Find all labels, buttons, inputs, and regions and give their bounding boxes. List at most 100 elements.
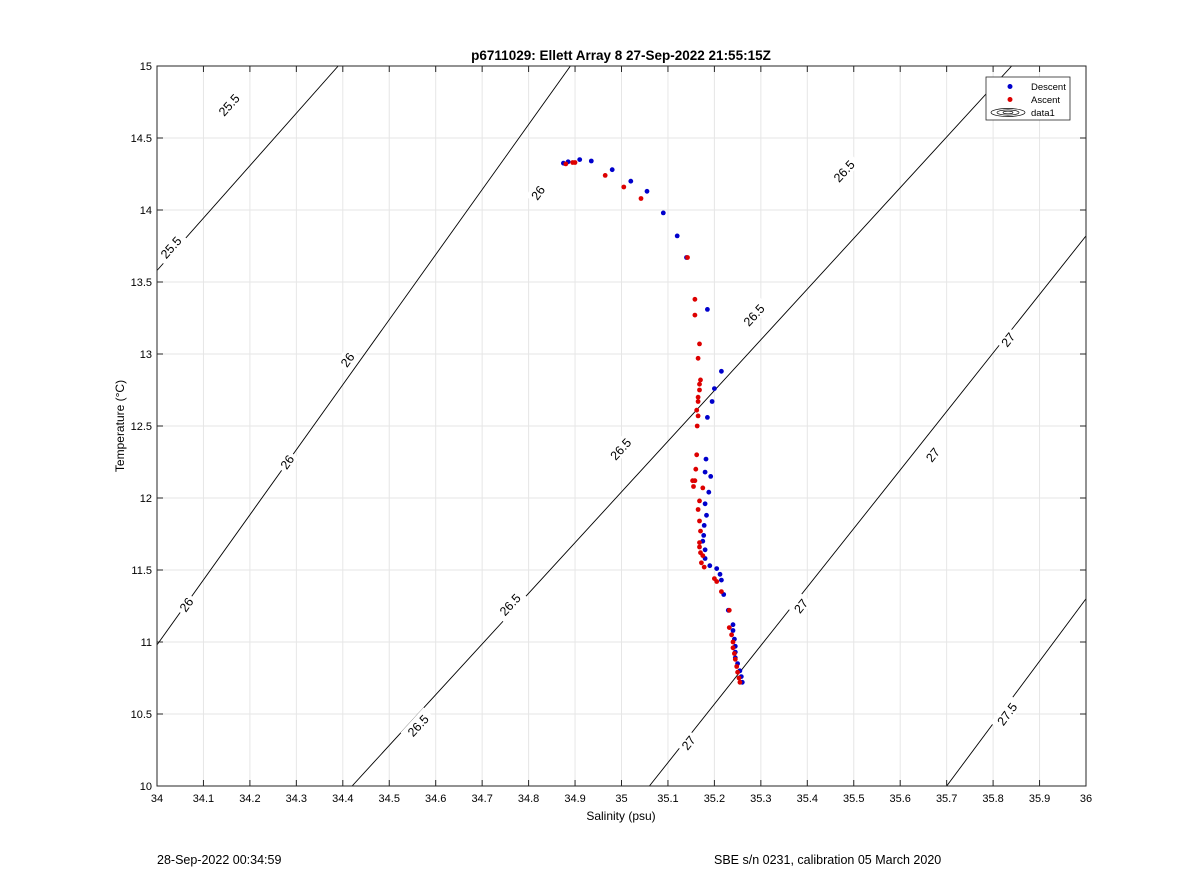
ascent-point [693, 466, 699, 472]
ascent-point [699, 560, 704, 566]
descent-point [702, 469, 708, 475]
contour-label-bg [153, 229, 188, 265]
descent-point [704, 512, 709, 518]
descent-point [714, 566, 720, 571]
contour-label-bg [920, 441, 945, 467]
legend-descent-label: Descent [1031, 82, 1066, 93]
ascent-point [735, 669, 740, 675]
descent-point [717, 571, 723, 577]
contour-line-27 [649, 235, 1086, 786]
contour-label-text: 27 [923, 445, 943, 465]
x-tick-label: 35 [615, 793, 627, 805]
ascent-point [695, 399, 701, 404]
contour-label-bg [995, 326, 1020, 352]
contour-label-bg [492, 586, 527, 622]
contour-label-bg [736, 297, 771, 333]
contour-label-text: 26 [278, 453, 297, 472]
contour-label: 27 [995, 326, 1020, 352]
descent-point [609, 167, 615, 173]
contour-label: 26 [274, 449, 299, 475]
ascent-point [692, 312, 698, 318]
x-tick-label: 34.3 [286, 793, 307, 805]
legend-data1-label: data1 [1031, 108, 1055, 119]
ascent-point [697, 381, 702, 387]
y-tick-label: 14 [140, 205, 152, 217]
descent-point [730, 622, 736, 628]
ascent-point [697, 544, 702, 550]
descent-point [660, 210, 666, 216]
descent-point [674, 233, 680, 239]
contour-label-text: 26 [338, 350, 357, 369]
x-tick-label: 34.9 [564, 793, 585, 805]
descent-point [703, 456, 709, 462]
x-tick-label: 36 [1080, 793, 1092, 805]
contour-label-bg [990, 695, 1023, 732]
descent-point [719, 368, 724, 374]
contour-label-text: 26 [529, 183, 548, 202]
y-tick-label: 12.5 [131, 421, 152, 433]
y-tick-label: 11 [141, 637, 152, 649]
ascent-point [732, 651, 737, 656]
x-tick-label: 35.8 [982, 793, 1003, 805]
contour-line-27.5 [946, 598, 1086, 786]
ascent-point [695, 394, 701, 400]
x-tick-label: 35.6 [889, 793, 910, 805]
footer-timestamp: 28-Sep-2022 00:34:59 [157, 853, 282, 867]
descent-point [628, 178, 634, 184]
ascent-point [698, 377, 703, 383]
x-axis-ticks: 34 34.1 34.2 34.3 34.4 34.5 34.6 34.7 34.8 34.9 35… [151, 66, 1092, 805]
x-tick-label: 35.1 [657, 793, 678, 805]
ascent-point [736, 675, 742, 681]
contour-label-bg [274, 449, 299, 475]
ascent-point [694, 407, 700, 413]
contour-label-text: 27 [791, 596, 811, 616]
ascent-point [730, 645, 736, 651]
ascent-point [697, 518, 702, 524]
y-tick-label: 13.5 [131, 277, 152, 289]
ascent-point [695, 413, 701, 419]
ascent-point [700, 485, 706, 491]
ascent-point [701, 564, 707, 570]
contour-line-26 [157, 66, 571, 646]
contour-label-bg [335, 347, 359, 373]
contour-label-bg [211, 86, 246, 123]
legend-ascent-label: Ascent [1031, 95, 1060, 106]
x-tick-label: 34.4 [332, 793, 353, 805]
ascent-point [730, 639, 736, 645]
contour-label: 27 [788, 593, 813, 619]
ascent-point [694, 423, 700, 429]
contour-label: 27 [920, 441, 945, 467]
contour-label-text: 26 [177, 595, 196, 614]
ascent-point [698, 528, 703, 534]
contour-label-bg [675, 729, 701, 755]
descent-point [702, 547, 708, 553]
descent-point [705, 307, 710, 312]
x-tick-label: 35.9 [1029, 793, 1050, 805]
ascent-point [700, 553, 706, 558]
ascent-point [695, 355, 701, 361]
y-tick-label: 10 [140, 781, 152, 793]
descent-point [709, 399, 715, 404]
footer-calibration: SBE s/n 0231, calibration 05 March 2020 [714, 853, 942, 867]
y-tick-label: 11.5 [131, 565, 152, 577]
ascent-point [563, 161, 569, 167]
contour-label: 26 [335, 347, 359, 373]
descent-point [577, 157, 583, 163]
x-tick-label: 35.3 [750, 793, 771, 805]
contour-label: 26.5 [400, 707, 435, 743]
y-axis-label: Temperature (°C) [113, 380, 127, 472]
ascent-point [697, 540, 702, 545]
ascent-point [685, 255, 690, 260]
contour-line-25.5 [157, 66, 339, 271]
descent-point [701, 523, 707, 528]
ascent-point [638, 196, 644, 201]
descent-point [701, 533, 707, 538]
descent-point [705, 415, 710, 420]
ascent-point [729, 632, 734, 638]
descent-point [588, 158, 594, 164]
descent-point [708, 474, 714, 479]
contour-label-text: 27 [999, 330, 1019, 350]
y-tick-label: 12 [140, 493, 152, 505]
descent-point [712, 386, 717, 391]
